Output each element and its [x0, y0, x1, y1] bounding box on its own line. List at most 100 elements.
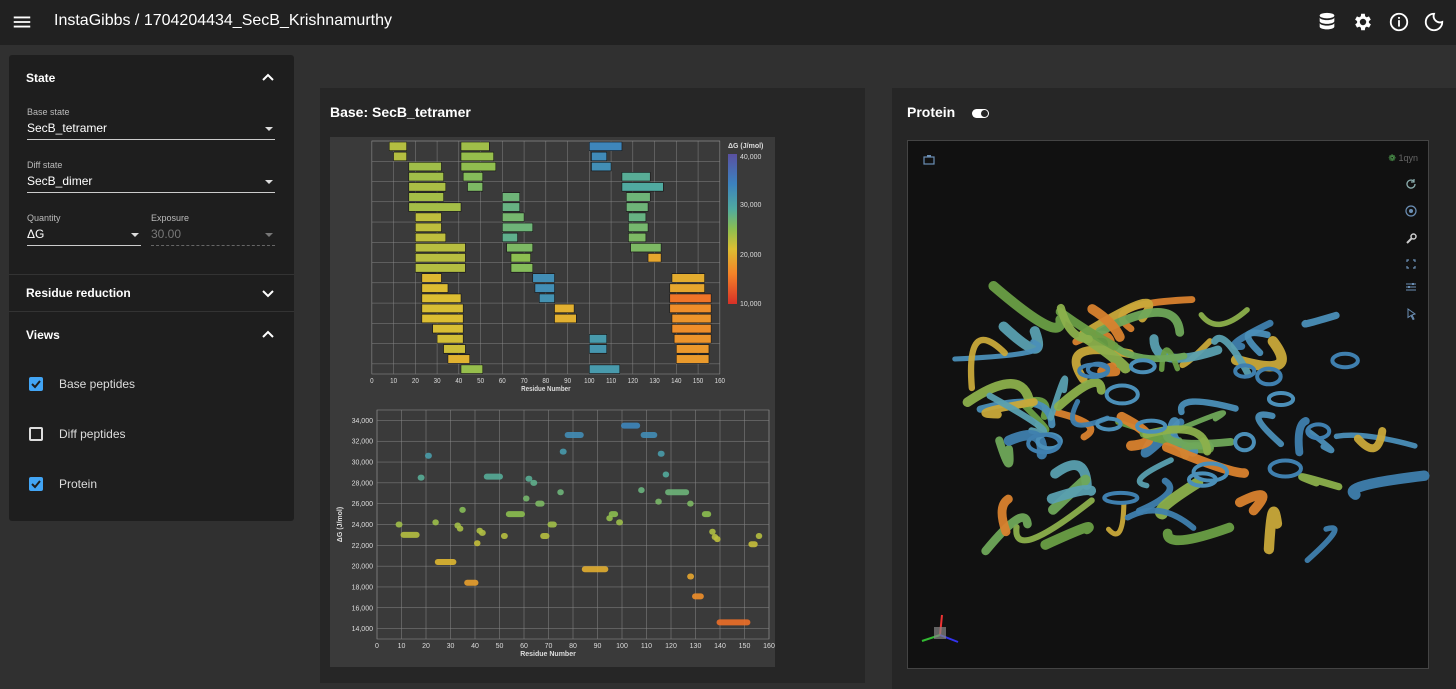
y-tick-label: 30,000: [352, 460, 374, 467]
peptide-bar: [591, 151, 607, 162]
protein-ribbon: [952, 339, 1042, 362]
protein-helix: [1266, 390, 1296, 407]
peptide-bar: [589, 364, 621, 374]
residue-reduction-title: Residue reduction: [26, 286, 131, 300]
protein-helix: [1330, 351, 1360, 370]
x-tick-label: 110: [606, 378, 616, 385]
x-tick-label: 130: [649, 378, 660, 385]
x-tick-label: 0: [370, 378, 374, 385]
reset-camera-icon[interactable]: [1404, 177, 1418, 191]
peptide-bar: [554, 303, 575, 314]
legend-tick-label: 10,000: [740, 301, 762, 308]
x-tick-label: 120: [628, 378, 639, 385]
color-legend: ΔG (J/mol) 40,000 30,000 20,000 10,000: [728, 143, 763, 308]
info-icon[interactable]: [1388, 11, 1410, 33]
peptide-bar: [421, 293, 462, 303]
peptide-bar: [626, 192, 651, 202]
menu-icon[interactable]: [11, 11, 33, 33]
protein-structure-render: [952, 281, 1430, 564]
base-peptides-checkbox[interactable]: [29, 377, 43, 391]
peptide-bar: [436, 334, 464, 344]
checkmark-icon: [31, 480, 41, 489]
protein-helix: [1233, 363, 1257, 379]
peptide-bar: [408, 172, 444, 182]
dark-mode-icon[interactable]: [1423, 11, 1445, 33]
database-icon[interactable]: [1316, 11, 1338, 33]
settings-sliders-icon[interactable]: [1404, 280, 1418, 294]
protein-checkbox-label[interactable]: Protein: [59, 477, 98, 491]
peptide-bar: [502, 222, 534, 232]
peptide-bar: [589, 334, 607, 344]
protein-helix: [1135, 418, 1168, 434]
gear-icon[interactable]: [1352, 11, 1374, 33]
x-tick-label: 60: [499, 378, 506, 385]
peptide-bar: [421, 313, 464, 324]
protein-ribbon: [1234, 490, 1268, 516]
molstar-viewer[interactable]: ❁ 1qyn: [907, 140, 1430, 669]
quantity-select[interactable]: ΔG: [27, 224, 141, 246]
protein-ribbon: [981, 398, 1038, 419]
x-tick-label: 160: [763, 643, 775, 650]
protein-helix: [1095, 416, 1123, 432]
screenshot-icon[interactable]: [922, 153, 936, 167]
spin-icon[interactable]: [1404, 204, 1418, 218]
peptide-bar: [502, 192, 520, 202]
protein-ribbon: [1162, 522, 1235, 546]
x-tick-label: 100: [616, 643, 628, 650]
peptide-bar: [676, 354, 710, 364]
peptide-bar: [506, 243, 534, 253]
peptide-bar: [408, 182, 447, 192]
protein-ribbon: [1047, 375, 1069, 421]
protein-ribbon: [981, 513, 1032, 556]
base-state-value: SecB_tetramer: [27, 121, 108, 135]
peptide-bar: [671, 273, 705, 283]
exposure-select: 30.00: [151, 224, 275, 246]
peptide-bar: [415, 232, 447, 243]
x-tick-label: 150: [739, 643, 751, 650]
views-section-header[interactable]: Views: [9, 317, 294, 353]
protein-checkbox[interactable]: [29, 477, 43, 491]
peptide-bar: [408, 192, 444, 202]
peptide-bar: [589, 141, 623, 151]
x-tick-label: 110: [641, 643, 652, 650]
x-tick-label: 130: [690, 643, 702, 650]
wrench-icon[interactable]: [1404, 232, 1418, 246]
toggle-knob: [981, 110, 988, 117]
peptide-bar: [415, 212, 442, 222]
diff-state-select[interactable]: SecB_dimer: [27, 171, 275, 193]
residue-reduction-header[interactable]: Residue reduction: [9, 275, 294, 311]
peptide-bar: [408, 161, 442, 172]
y-tick-label: 18,000: [352, 584, 374, 591]
cursor-icon[interactable]: [1404, 307, 1418, 321]
protein-ribbon: [1304, 525, 1338, 564]
protein-ribbon: [1159, 347, 1181, 373]
x-tick-label: 10: [398, 643, 406, 650]
protein-ribbon: [1347, 470, 1430, 500]
protein-ribbon: [1294, 417, 1310, 457]
quantity-value: ΔG: [27, 227, 45, 241]
peptide-bar: [502, 212, 525, 222]
diff-peptides-checkbox[interactable]: [29, 427, 43, 441]
chevron-up-icon: [262, 73, 274, 81]
peptide-chart: 0 10 20 30 40 50 60 70 80 90 100 110 120 130 140 150 160…: [370, 140, 725, 393]
protein-ribbon: [1161, 442, 1250, 478]
state-section-header[interactable]: State: [9, 60, 294, 96]
x-tick-label: 50: [477, 378, 484, 385]
peptide-bar: [669, 283, 705, 293]
legend-title: ΔG (J/mol): [728, 143, 763, 150]
y-tick-label: 24,000: [352, 522, 374, 529]
peptide-bar: [467, 182, 484, 192]
x-axis-label: Residue Number: [520, 651, 576, 658]
exposure-value: 30.00: [151, 227, 182, 241]
protein-helix: [1104, 383, 1140, 406]
diff-peptides-label[interactable]: Diff peptides: [59, 427, 126, 441]
peptide-bar: [415, 253, 466, 263]
base-peptides-label[interactable]: Base peptides: [59, 377, 136, 391]
peptide-bar: [388, 141, 407, 151]
peptide-bar: [673, 334, 712, 344]
expand-icon[interactable]: [1404, 257, 1418, 271]
base-state-select[interactable]: SecB_tetramer: [27, 118, 275, 140]
peptide-bar: [630, 243, 662, 253]
protein-toggle[interactable]: [972, 109, 989, 118]
protein-ribbon: [1230, 319, 1274, 351]
